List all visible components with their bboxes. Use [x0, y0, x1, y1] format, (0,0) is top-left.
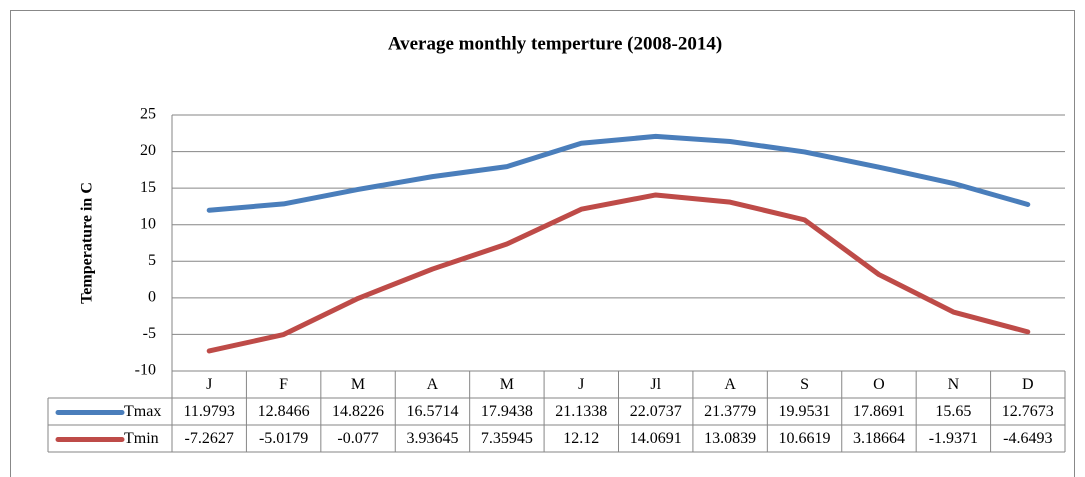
table-value: 19.9531 [779, 403, 831, 420]
x-tick-label: D [1022, 376, 1034, 393]
table-value: 21.1338 [555, 403, 607, 420]
table-value: 12.12 [563, 430, 599, 447]
y-tick-label: 0 [148, 289, 156, 306]
table-value: 15.65 [935, 403, 971, 420]
x-tick-label: M [351, 376, 365, 393]
y-tick-label: 10 [140, 215, 156, 232]
x-tick-label: J [578, 376, 584, 393]
table-value: 14.8226 [332, 403, 384, 420]
table-value: -5.0179 [259, 430, 308, 447]
chart-title: Average monthly temperture (2008-2014) [388, 33, 722, 54]
table-value: 16.5714 [406, 403, 458, 420]
y-tick-label: 20 [140, 142, 156, 159]
x-tick-label: J [206, 376, 212, 393]
table-value: 10.6619 [779, 430, 831, 447]
y-tick-label: 25 [140, 106, 156, 123]
y-axis-title: Temperature in C [79, 182, 96, 304]
table-value: 17.8691 [853, 403, 905, 420]
table-value: 12.8466 [258, 403, 310, 420]
table-value: 14.0691 [630, 430, 682, 447]
series-line [206, 133, 1031, 213]
x-tick-label: M [500, 376, 514, 393]
table-value: 3.18664 [853, 430, 905, 447]
legend-label: Tmax [124, 403, 161, 420]
y-tick-label: 5 [148, 252, 156, 269]
table-value: -0.077 [337, 430, 378, 447]
table-value: -7.2627 [185, 430, 234, 447]
x-tick-label: A [724, 376, 736, 393]
x-tick-label: S [800, 376, 809, 393]
table-value: 13.0839 [704, 430, 756, 447]
legend-label: Tmin [124, 430, 159, 447]
x-tick-label: A [427, 376, 439, 393]
table-value: 21.3779 [704, 403, 756, 420]
table-value: -1.9371 [929, 430, 978, 447]
table-value: 7.35945 [481, 430, 533, 447]
table-value: 3.93645 [406, 430, 458, 447]
table-value: 17.9438 [481, 403, 533, 420]
table-value: 12.7673 [1002, 403, 1054, 420]
y-tick-label: -10 [135, 362, 156, 379]
table-value: 22.0737 [630, 403, 682, 420]
y-tick-label: 15 [140, 179, 156, 196]
table-value: 11.9793 [184, 403, 235, 420]
x-tick-label: F [279, 376, 288, 393]
x-tick-label: O [873, 376, 885, 393]
x-tick-label: N [948, 376, 960, 393]
x-tick-label: Jl [650, 376, 661, 393]
chart-border [10, 10, 1075, 477]
series-line [206, 192, 1031, 354]
y-tick-label: -5 [143, 325, 156, 342]
table-value: -4.6493 [1003, 430, 1052, 447]
